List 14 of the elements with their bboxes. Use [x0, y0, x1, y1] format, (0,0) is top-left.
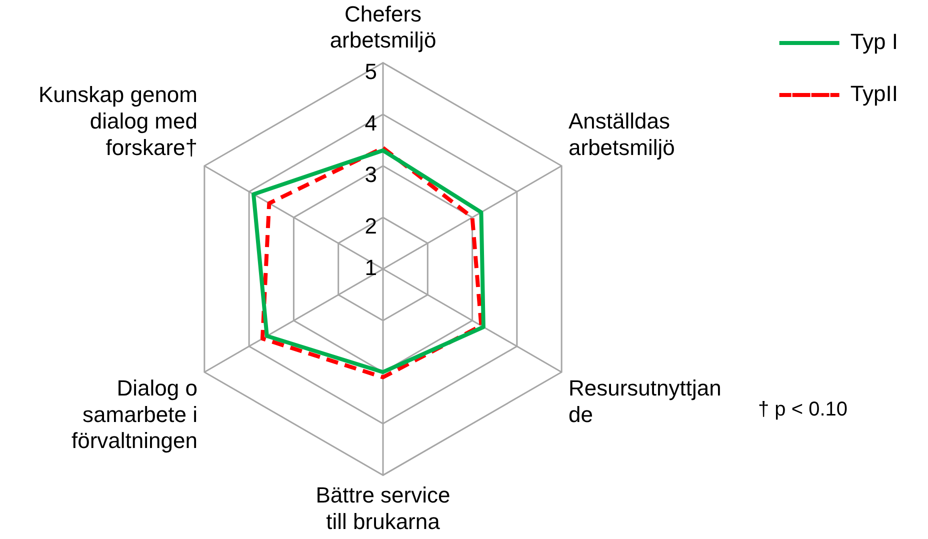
- y-tick-label: 1: [364, 255, 377, 280]
- spoke-label: Bättre service till brukarna: [316, 482, 450, 534]
- spoke-label: Anställdas arbetsmiljö: [568, 108, 675, 160]
- spoke-label: Chefers arbetsmiljö: [330, 1, 436, 53]
- legend-label: Typ I: [850, 29, 898, 54]
- y-tick-label: 5: [364, 58, 377, 84]
- spoke-label: Resursutnyttjan de: [568, 375, 722, 427]
- legend-label: TypII: [850, 81, 898, 106]
- text: † p < 0.10: [758, 398, 848, 421]
- y-tick-label: 3: [364, 162, 377, 187]
- spoke-label: Kunskap genom dialog med forskare†: [38, 82, 198, 160]
- spoke-label: Dialog o samarbete i förvaltningen: [72, 375, 198, 454]
- y-tick-label: 2: [364, 214, 377, 239]
- y-tick-label: 4: [364, 110, 377, 136]
